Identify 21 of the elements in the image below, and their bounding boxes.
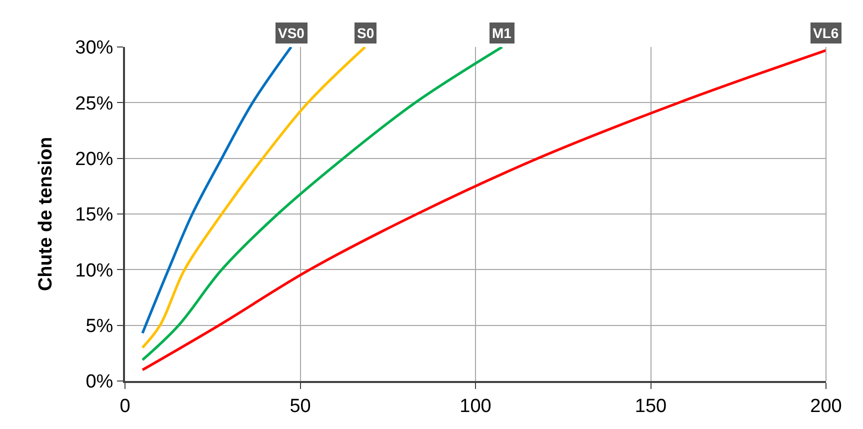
x-tick-label: 200 xyxy=(810,396,842,417)
y-tick-label: 15% xyxy=(75,204,114,226)
series-label: VL6 xyxy=(813,25,839,41)
line-series xyxy=(141,47,292,334)
line-series xyxy=(141,47,504,362)
series-label: S0 xyxy=(357,25,374,41)
y-tick-label: 10% xyxy=(75,260,114,282)
x-tick-label: 50 xyxy=(290,396,311,417)
x-tick-label: 150 xyxy=(634,396,667,417)
line-series xyxy=(141,49,826,372)
y-tick-label: 20% xyxy=(75,148,114,170)
y-tick-label: 0% xyxy=(86,372,114,393)
x-tick-label: 0 xyxy=(120,396,130,417)
series-label: VS0 xyxy=(278,25,305,41)
y-axis-title: Chute de tension xyxy=(36,136,57,292)
series-label: M1 xyxy=(492,25,512,41)
x-tick-label: 100 xyxy=(460,396,492,417)
y-tick-label: 25% xyxy=(75,93,114,114)
line-series xyxy=(141,47,366,349)
y-tick-label: 5% xyxy=(86,316,114,337)
y-tick-label: 30% xyxy=(75,38,114,59)
